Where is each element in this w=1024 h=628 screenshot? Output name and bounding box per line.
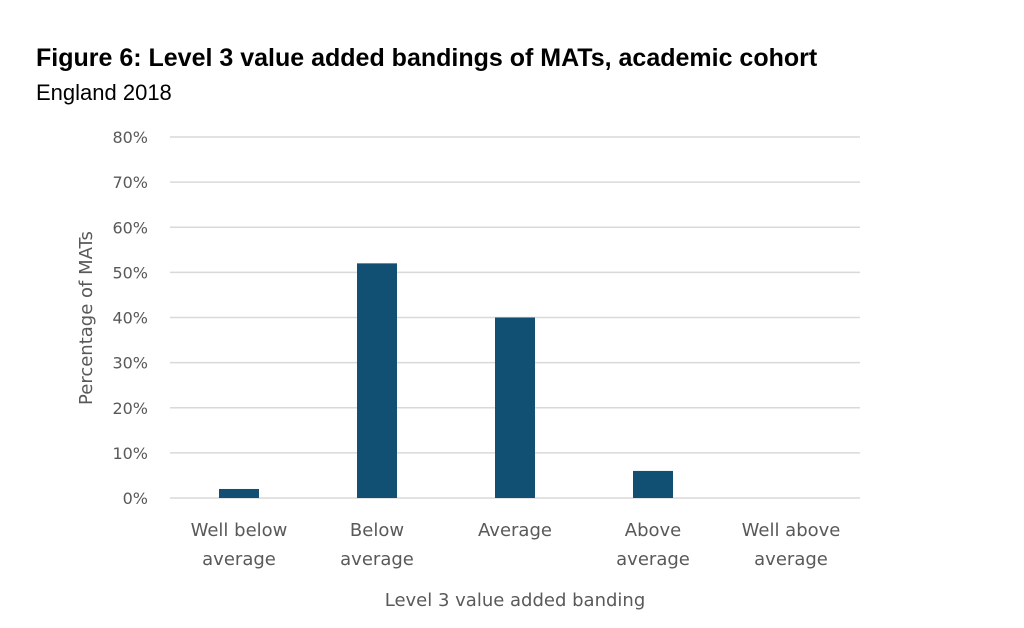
y-tick-label: 20%	[112, 399, 148, 418]
y-axis-label: Percentage of MATs	[76, 231, 97, 405]
x-tick-label: Below	[350, 520, 404, 541]
y-tick-label: 50%	[112, 263, 148, 282]
y-tick-label: 10%	[112, 444, 148, 463]
x-tick-label: average	[616, 549, 690, 570]
x-tick-label: Above	[625, 520, 681, 541]
bar	[633, 470, 673, 498]
bar	[219, 488, 259, 498]
x-tick-label: Well above	[742, 520, 841, 541]
bar	[495, 317, 535, 498]
y-tick-label: 70%	[112, 173, 148, 192]
chart-title: Figure 6: Level 3 value added bandings o…	[36, 44, 818, 72]
x-tick-label: Average	[478, 520, 552, 541]
x-tick-label: average	[754, 549, 828, 570]
x-tick-label: average	[202, 549, 276, 570]
y-tick-label: 80%	[112, 128, 148, 147]
x-axis-label: Level 3 value added banding	[385, 590, 646, 611]
bar	[357, 263, 397, 498]
y-tick-label: 30%	[112, 354, 148, 373]
x-tick-label: Well below	[191, 520, 288, 541]
y-tick-label: 0%	[123, 489, 148, 508]
chart-subtitle: England 2018	[36, 80, 172, 105]
y-tick-label: 40%	[112, 309, 148, 328]
y-tick-label: 60%	[112, 218, 148, 237]
x-tick-label: average	[340, 549, 414, 570]
